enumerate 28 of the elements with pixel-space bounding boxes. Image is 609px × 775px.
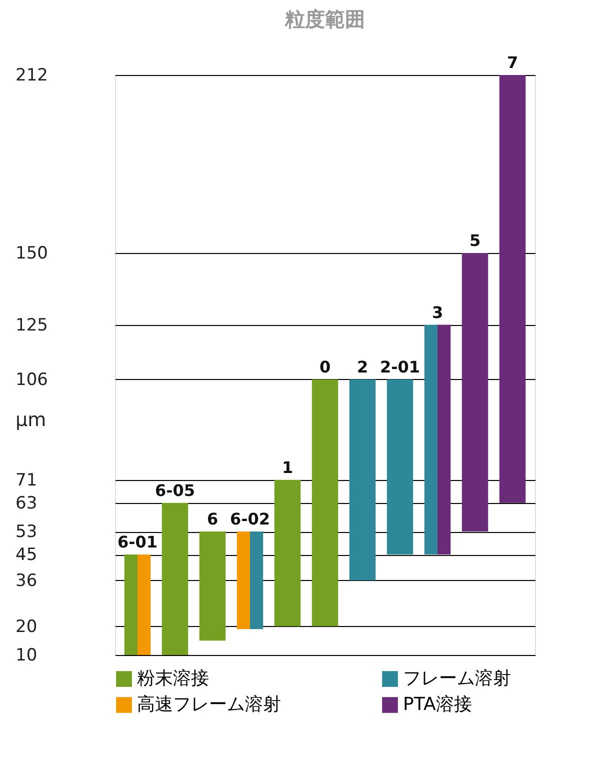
y-tick-label: 63 [16,493,38,514]
legend-label: フレーム溶射 [403,668,511,689]
y-axis-title: µm [16,409,46,432]
legend-label: 粉末溶接 [137,668,209,689]
y-tick-label: 10 [16,646,38,666]
legend-label: PTA溶接 [403,694,472,715]
y-tick-label: 45 [16,545,38,566]
x-tick-label: 6-01 [117,532,158,552]
x-tick-label: 6-05 [154,480,196,500]
y-tick-label: 71 [16,470,38,490]
chart-title: 粒度範囲 [284,7,365,31]
x-tick-label: 3 [432,302,444,322]
y-tick-label: 20 [16,616,38,637]
y-tick-label: 212 [16,66,48,86]
y-tick-label: 150 [16,244,48,264]
x-tick-label: 7 [506,53,518,72]
x-tick-label: 2-01 [380,357,420,376]
y-tick-label: 125 [16,315,48,336]
x-tick-label: 2 [356,357,368,376]
x-tick-label: 6 [206,510,218,529]
legend-label: 高速フレーム溶射 [137,694,281,715]
y-tick-label: 53 [16,522,38,542]
y-tick-label: 36 [16,570,38,591]
x-tick-label: 5 [469,231,481,250]
x-tick-label: 0 [319,357,331,376]
x-tick-label: 6-02 [230,510,270,529]
y-tick-label: 106 [16,370,48,390]
x-tick-label: 1 [282,458,294,477]
